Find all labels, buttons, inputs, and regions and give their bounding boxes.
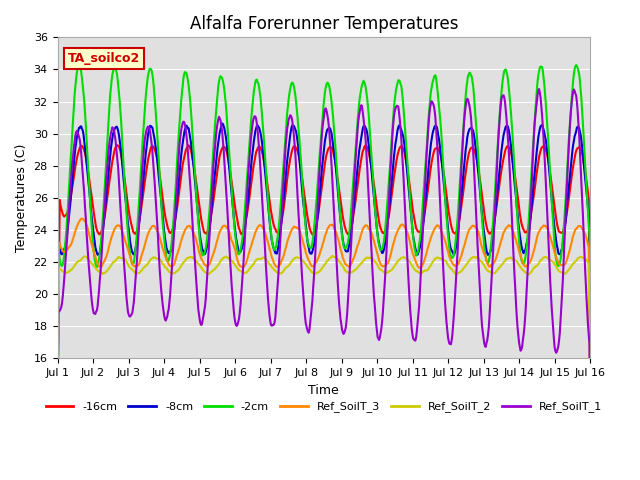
Ref_SoilT_2 <box>405 258 413 264</box>
Ref_SoilT_1 <box>586 434 594 440</box>
Ref_SoilT_2 <box>586 402 594 408</box>
Ref_SoilT_1 <box>535 86 543 92</box>
Ref_SoilT_3 <box>173 252 180 258</box>
-16cm <box>586 339 594 345</box>
-2cm <box>405 177 413 183</box>
Y-axis label: Temperatures (C): Temperatures (C) <box>15 144 28 252</box>
-16cm <box>63 210 71 216</box>
-8cm <box>405 185 413 191</box>
Ref_SoilT_2 <box>328 253 336 259</box>
-2cm <box>63 215 71 221</box>
Ref_SoilT_2 <box>63 270 71 276</box>
Ref_SoilT_1 <box>404 267 412 273</box>
Ref_SoilT_1 <box>200 308 208 314</box>
-16cm <box>114 143 122 148</box>
Ref_SoilT_3 <box>201 262 209 268</box>
Ref_SoilT_3 <box>586 393 594 399</box>
Ref_SoilT_2 <box>54 403 61 408</box>
Ref_SoilT_2 <box>172 269 180 275</box>
-8cm <box>389 163 397 168</box>
-2cm <box>201 249 209 254</box>
Title: Alfalfa Forerunner Temperatures: Alfalfa Forerunner Temperatures <box>189 15 458 33</box>
-16cm <box>119 162 127 168</box>
-8cm <box>54 423 61 429</box>
Legend: -16cm, -8cm, -2cm, Ref_SoilT_3, Ref_SoilT_2, Ref_SoilT_1: -16cm, -8cm, -2cm, Ref_SoilT_3, Ref_Soil… <box>41 397 607 417</box>
-8cm <box>118 158 126 164</box>
-16cm <box>405 175 413 181</box>
Ref_SoilT_2 <box>118 256 126 262</box>
-8cm <box>63 230 71 236</box>
Ref_SoilT_3 <box>405 234 413 240</box>
Line: -8cm: -8cm <box>58 123 590 426</box>
-2cm <box>75 60 83 66</box>
-8cm <box>218 120 226 126</box>
-16cm <box>201 230 209 236</box>
Text: TA_soilco2: TA_soilco2 <box>68 52 140 65</box>
Ref_SoilT_2 <box>200 268 208 274</box>
Line: Ref_SoilT_2: Ref_SoilT_2 <box>58 256 590 406</box>
-2cm <box>173 163 180 168</box>
Line: -16cm: -16cm <box>58 145 590 392</box>
Ref_SoilT_1 <box>118 228 126 233</box>
Ref_SoilT_3 <box>54 381 61 386</box>
Ref_SoilT_3 <box>119 230 127 236</box>
-16cm <box>54 389 61 395</box>
Line: Ref_SoilT_1: Ref_SoilT_1 <box>58 89 590 437</box>
Ref_SoilT_3 <box>389 241 397 247</box>
-8cm <box>200 251 208 256</box>
Ref_SoilT_3 <box>78 216 86 221</box>
-2cm <box>54 430 61 435</box>
-16cm <box>173 207 180 213</box>
-8cm <box>586 321 594 326</box>
-2cm <box>119 147 127 153</box>
-2cm <box>389 116 397 121</box>
X-axis label: Time: Time <box>308 384 339 396</box>
Line: -2cm: -2cm <box>58 63 590 432</box>
-16cm <box>389 181 397 187</box>
Ref_SoilT_2 <box>389 265 397 271</box>
Ref_SoilT_1 <box>63 235 71 241</box>
Ref_SoilT_1 <box>172 196 180 202</box>
-8cm <box>172 208 180 214</box>
Ref_SoilT_1 <box>388 133 396 139</box>
Ref_SoilT_1 <box>54 409 61 415</box>
-2cm <box>586 331 594 336</box>
Line: Ref_SoilT_3: Ref_SoilT_3 <box>58 218 590 396</box>
Ref_SoilT_3 <box>63 247 71 252</box>
